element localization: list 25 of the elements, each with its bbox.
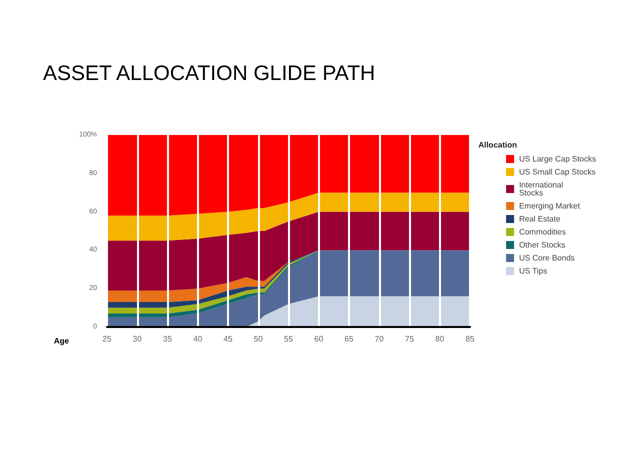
x-tick-label: 60	[314, 334, 324, 344]
x-tick-label: 65	[344, 334, 354, 344]
legend-label: US Large Cap Stocks	[519, 154, 596, 164]
x-tick-label: 45	[224, 334, 233, 344]
legend-label: US Core Bonds	[519, 254, 575, 262]
legend-label: US Small Cap Stocks	[519, 168, 596, 176]
chart-title: ASSET ALLOCATION GLIDE PATH	[43, 62, 376, 85]
x-tick-label: 30	[132, 334, 142, 344]
x-tick-label: 35	[163, 334, 172, 344]
x-tick-label: 55	[284, 334, 294, 344]
legend-label: Other Stocks	[519, 240, 566, 250]
legend-label: Commodities	[519, 228, 566, 236]
x-tick-label: 75	[405, 334, 414, 344]
x-tick-label: 25	[102, 334, 112, 344]
x-tick-label: 80	[435, 334, 445, 344]
legend-title: Allocation	[478, 140, 518, 150]
x-tick-label: 70	[374, 334, 384, 344]
legend-label: Real Estate	[519, 214, 561, 224]
x-tick-label: 85	[466, 334, 475, 344]
legend-label: International Stocks	[519, 180, 564, 198]
legend-label: US Tips	[519, 266, 548, 276]
x-axis-title: Age	[54, 336, 70, 346]
legend-label: Emerging Market	[519, 202, 581, 210]
x-tick-label: 40	[193, 334, 203, 344]
x-tick-label: 50	[254, 334, 264, 344]
